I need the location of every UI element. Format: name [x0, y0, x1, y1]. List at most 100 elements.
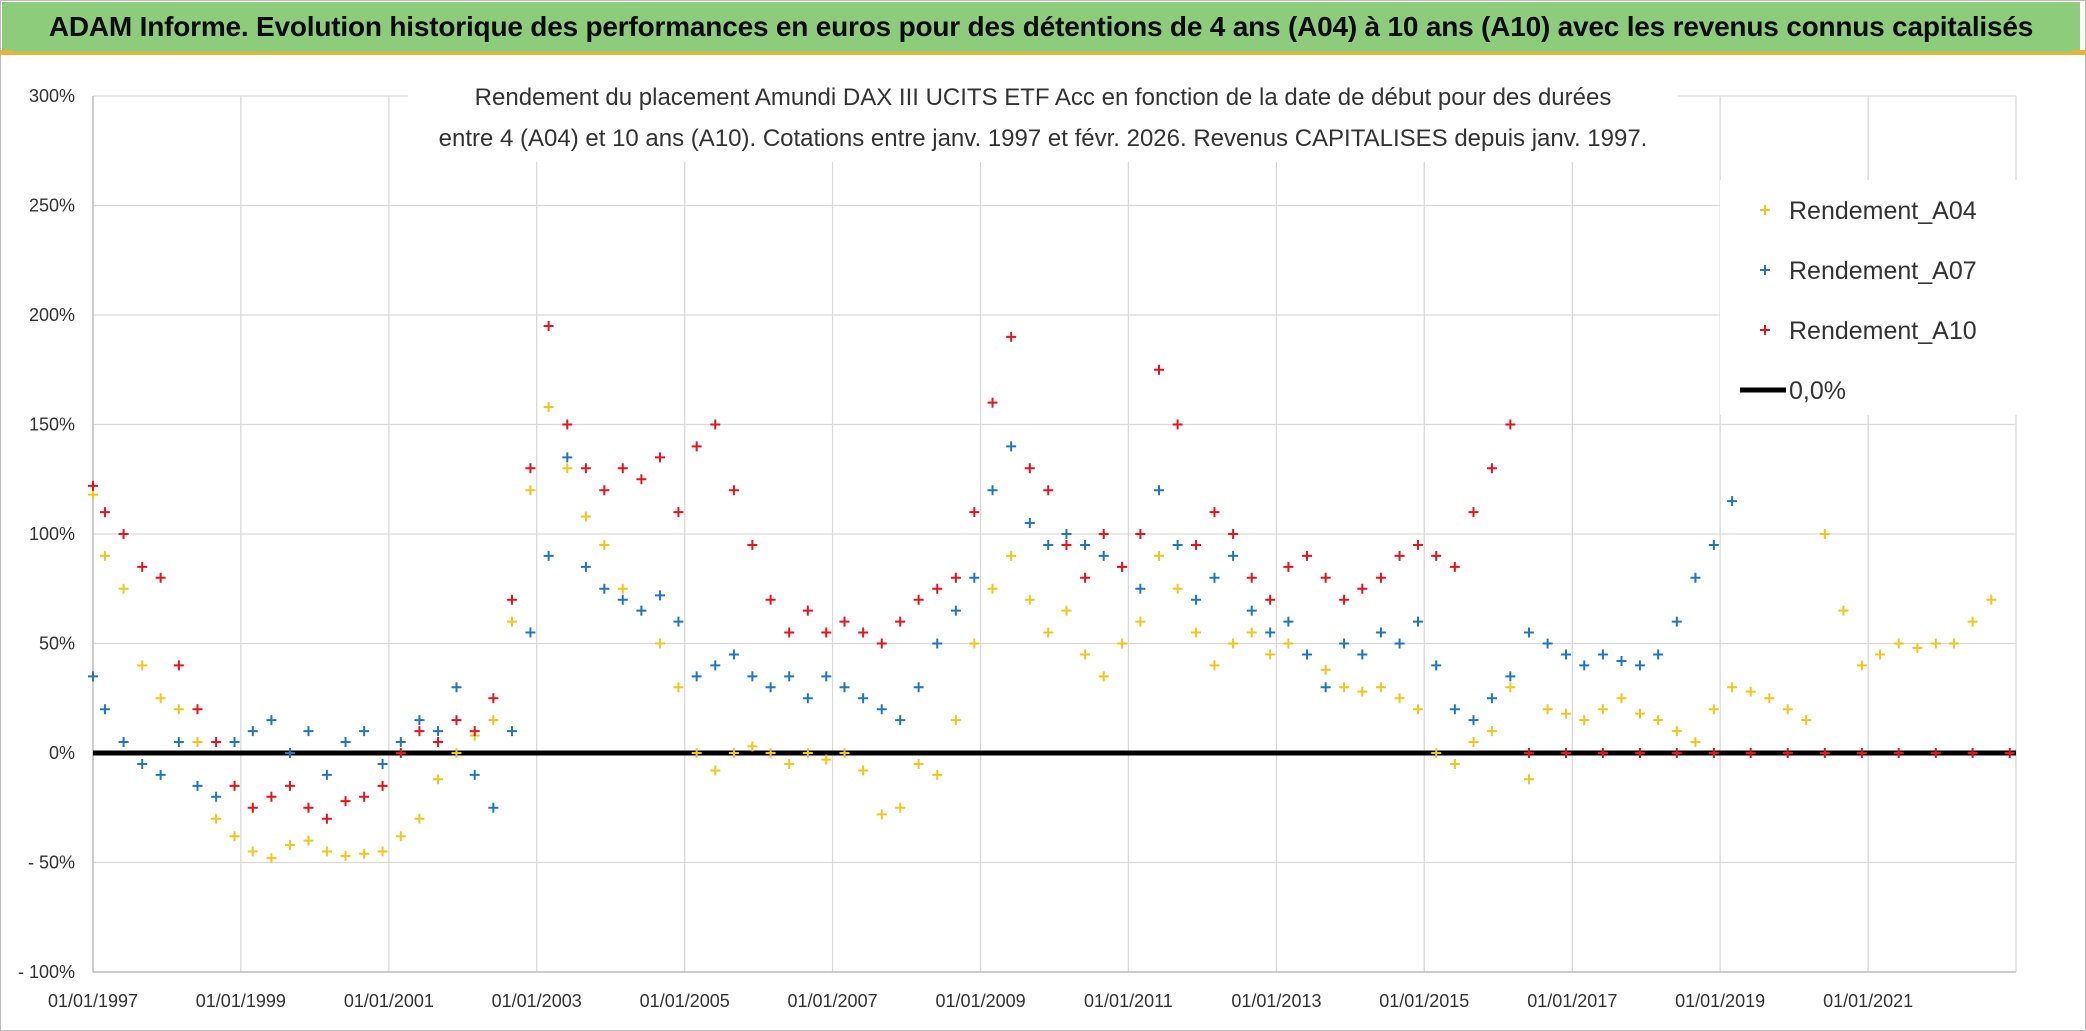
data-point [1098, 529, 1109, 539]
data-point [506, 726, 517, 737]
data-point [1486, 693, 1497, 704]
x-axis-ticks: 01/01/1997 01/01/1999 01/01/2001 01/01/2003… [48, 991, 1913, 1011]
data-point [1117, 561, 1128, 572]
data-point [1413, 616, 1423, 627]
data-point [1523, 774, 1534, 785]
data-point [1505, 671, 1516, 682]
data-point [1875, 649, 1886, 660]
banner-corner-left [0, 50, 14, 55]
data-point [1043, 539, 1054, 550]
data-point [247, 726, 258, 737]
legend-marker [1760, 265, 1770, 275]
data-point [913, 758, 924, 769]
data-point [1394, 638, 1405, 649]
chart-title-line-1: Rendement du placement Amundi DAX III UC… [475, 84, 1612, 111]
data-point [173, 704, 184, 715]
data-point [1394, 693, 1405, 704]
data-point [1153, 485, 1164, 496]
data-point [969, 572, 980, 583]
data-point [433, 737, 444, 748]
data-point [1708, 539, 1719, 550]
data-point [950, 605, 961, 616]
data-point [839, 616, 850, 627]
data-point [802, 605, 813, 616]
data-point [247, 846, 258, 857]
data-point [1967, 748, 1978, 758]
data-point [433, 726, 444, 737]
data-point [858, 627, 869, 638]
data-point [1764, 693, 1775, 704]
data-point [784, 627, 795, 638]
data-point [1135, 616, 1146, 627]
x-tick-label: 01/01/2009 [936, 991, 1026, 1011]
data-point [802, 693, 813, 704]
data-point [99, 704, 110, 715]
data-point [1172, 539, 1183, 550]
data-point [1671, 616, 1682, 627]
data-point [229, 737, 240, 748]
data-point [469, 769, 480, 780]
data-point [1561, 708, 1572, 719]
data-point [1320, 664, 1331, 675]
data-point [1191, 594, 1202, 605]
data-point [1006, 331, 1017, 342]
data-point [932, 638, 943, 649]
data-point [1819, 529, 1830, 539]
y-tick-label: - 100% [18, 962, 75, 982]
data-point [543, 401, 554, 412]
data-point [192, 780, 203, 791]
data-point [599, 485, 610, 496]
data-point [599, 583, 610, 594]
data-point [1782, 704, 1793, 715]
data-point [1061, 605, 1072, 616]
data-point [839, 682, 850, 693]
data-point [1671, 726, 1682, 737]
report-banner: ADAM Informe. Evolution historique des p… [2, 2, 2080, 55]
data-point [118, 583, 129, 594]
data-point [1172, 583, 1183, 594]
x-tick-label: 01/01/2019 [1675, 991, 1765, 1011]
data-point [1653, 649, 1664, 660]
data-point [1727, 496, 1738, 507]
chart-title-background [408, 80, 1678, 162]
data-point [562, 452, 573, 463]
data-point [173, 737, 184, 748]
data-point [1098, 671, 1109, 682]
data-point [525, 463, 536, 474]
data-point [321, 769, 332, 780]
data-point [876, 638, 887, 649]
data-point [895, 616, 906, 627]
data-point [1209, 660, 1220, 671]
data-point [987, 583, 998, 594]
data-point [488, 802, 499, 813]
data-point [1283, 616, 1294, 627]
data-point [340, 737, 351, 748]
data-point [192, 704, 203, 715]
data-point [1413, 704, 1423, 715]
x-tick-label: 01/01/2017 [1527, 991, 1617, 1011]
series-marks [88, 320, 2015, 864]
legend: Rendement_A04 Rendement_A07 Rendement_A10 0… [1720, 180, 2020, 415]
data-point [1320, 682, 1331, 693]
data-point [506, 594, 517, 605]
data-point [821, 754, 832, 765]
data-point [321, 813, 332, 824]
data-point [1690, 737, 1701, 748]
data-point [1061, 539, 1072, 550]
data-point [285, 748, 296, 758]
data-point [395, 737, 406, 748]
data-point [1468, 507, 1479, 518]
y-tick-label: 250% [29, 196, 75, 216]
x-tick-label: 01/01/2013 [1231, 991, 1321, 1011]
data-point [1708, 704, 1719, 715]
data-point [543, 550, 554, 561]
data-point [599, 539, 610, 550]
data-point [1745, 686, 1756, 697]
data-point [1561, 649, 1572, 660]
legend-marker [1760, 325, 1770, 335]
y-tick-label: - 50% [28, 853, 75, 873]
data-point [655, 452, 666, 463]
y-tick-label: 300% [29, 86, 75, 106]
data-point [1043, 627, 1054, 638]
data-point [1117, 638, 1128, 649]
